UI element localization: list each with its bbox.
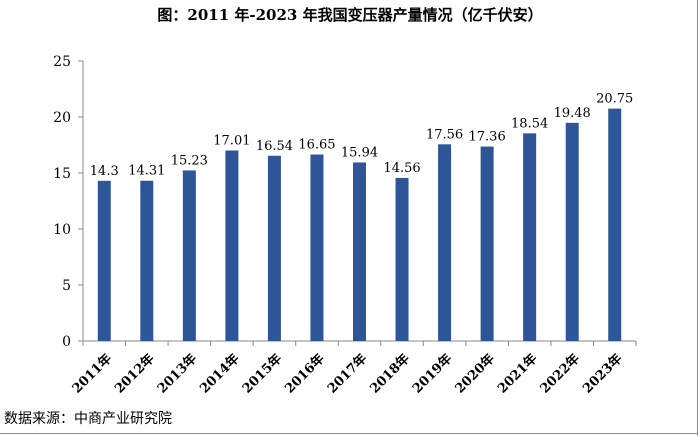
x-tick-label: 2023年 — [579, 351, 625, 397]
bar — [608, 108, 622, 341]
y-tick-label: 5 — [62, 278, 71, 294]
bar-value-label: 17.56 — [426, 127, 463, 142]
x-tick-label: 2018年 — [367, 351, 413, 397]
x-tick-label: 2013年 — [154, 351, 200, 397]
bar — [395, 177, 409, 341]
bar-value-label: 14.56 — [383, 161, 420, 176]
bar-value-label: 15.94 — [341, 145, 378, 160]
bar — [97, 180, 111, 341]
chart-title: 图：2011 年-2023 年我国变压器产量情况（亿千伏安） — [157, 6, 543, 24]
bar-value-label: 16.65 — [298, 138, 335, 153]
y-tick-label: 10 — [53, 222, 71, 238]
bar — [480, 146, 494, 341]
chart-value-labels: 14.3 14.31 15.23 17.01 16.54 16.65 15.94 14.56 1… — [90, 92, 634, 179]
bar-value-label: 18.54 — [511, 116, 548, 131]
y-tick-label: 25 — [53, 54, 71, 70]
y-tick-label: 20 — [53, 110, 71, 126]
bottom-border-line — [0, 433, 698, 434]
x-tick-label: 2021年 — [494, 351, 540, 397]
x-tick-label: 2017年 — [324, 351, 370, 397]
bar-value-label: 16.54 — [256, 139, 293, 154]
bar — [565, 122, 579, 341]
x-tick-label: 2014年 — [197, 351, 243, 397]
bar-value-label: 19.48 — [554, 106, 591, 121]
x-tick-label: 2019年 — [409, 351, 455, 397]
bar-value-label: 20.75 — [596, 92, 633, 107]
bar — [267, 155, 281, 341]
y-tick-label: 15 — [53, 166, 71, 182]
x-tick-label: 2016年 — [282, 351, 328, 397]
bar — [438, 144, 452, 341]
bar — [310, 154, 324, 341]
x-tick-label: 2020年 — [452, 351, 498, 397]
chart-y-tick-labels: 0 5 10 15 20 25 — [53, 54, 71, 350]
bar — [182, 170, 196, 341]
bar — [353, 162, 366, 341]
bar-value-label: 17.36 — [469, 130, 506, 145]
bar-value-label: 15.23 — [171, 153, 208, 168]
source-note: 数据来源：中商产业研究院 — [4, 411, 172, 427]
chart-x-tick-labels: 2011年2012年2013年2014年2015年2016年2017年2018年… — [69, 351, 626, 397]
right-border-line — [697, 0, 698, 436]
chart-bars — [97, 108, 622, 341]
x-tick-label: 2012年 — [112, 351, 158, 397]
bar-value-label: 14.31 — [128, 164, 165, 179]
y-tick-label: 0 — [62, 334, 71, 350]
bar — [523, 133, 537, 341]
x-tick-label: 2022年 — [537, 351, 583, 397]
bar — [140, 180, 154, 341]
x-tick-label: 2011年 — [69, 351, 115, 397]
bar-value-label: 17.01 — [213, 133, 250, 148]
x-tick-label: 2015年 — [239, 351, 285, 397]
bar — [225, 150, 239, 341]
bar-value-label: 14.3 — [90, 164, 119, 179]
